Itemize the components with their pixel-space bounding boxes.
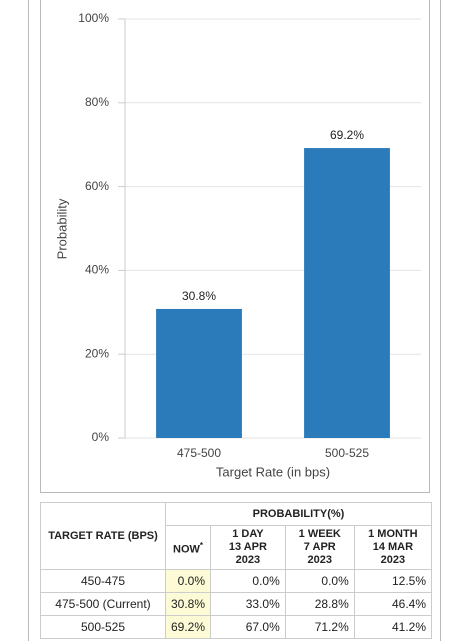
probability-cell: 33.0% (210, 592, 286, 616)
probability-cell: 71.2% (284, 615, 355, 639)
column-label: 1 DAY (232, 528, 264, 540)
y-tick-label: 20% (85, 346, 109, 360)
table-row: 475-500 (Current) 30.8% 33.0% 28.8% 46.4% (40, 592, 433, 616)
probability-cell: 67.0% (210, 615, 286, 639)
value-label: 30.8% (182, 289, 216, 303)
column-header: 1 DAY 13 APR 2023 (210, 525, 286, 570)
x-axis-label: Target Rate (in bps) (216, 464, 330, 479)
bar (156, 308, 242, 438)
table-row: 500-525 69.2% 67.0% 71.2% 41.2% (40, 615, 433, 639)
rate-header: TARGET RATE (BPS) (40, 502, 166, 570)
column-label: 1 WEEK (298, 528, 341, 540)
probability-cell: 0.0% (284, 569, 355, 593)
x-tick-label: 475-500 (177, 446, 221, 460)
probability-cell: 0.0% (210, 569, 286, 593)
probability-cell: 46.4% (353, 592, 433, 616)
rate-cell: 475-500 (Current) (40, 592, 166, 616)
column-header: 1 MONTH 14 MAR 2023 (353, 525, 433, 570)
column-header: NOW* (164, 525, 212, 570)
frame-line (28, 0, 29, 641)
column-date: 7 APR 2023 (303, 541, 336, 566)
table-row: 450-475 0.0% 0.0% 0.0% 12.5% (40, 569, 433, 593)
y-tick-label: 80% (85, 95, 109, 109)
value-label: 69.2% (330, 128, 364, 142)
probability-table: TARGET RATE (BPS) PROBABILITY(%) NOW* 1 D… (40, 502, 433, 639)
bar (304, 148, 390, 438)
x-tick-label: 500-525 (325, 446, 369, 460)
y-tick-label: 40% (85, 263, 109, 277)
probability-cell: 69.2% (164, 615, 212, 639)
probability-cell: 12.5% (353, 569, 433, 593)
y-tick-label: 100% (78, 11, 109, 25)
column-date: 13 APR 2023 (228, 541, 267, 566)
rate-cell: 450-475 (40, 569, 166, 593)
column-header: 1 WEEK 7 APR 2023 (284, 525, 355, 570)
y-tick-label: 60% (85, 179, 109, 193)
column-date: 14 MAR 2023 (372, 541, 414, 566)
frame-line (440, 0, 441, 641)
rate-cell: 500-525 (40, 615, 166, 639)
chart: Probability Target Rate (in bps) 0% 20% 40… (54, 11, 421, 479)
probability-cell: 0.0% (164, 569, 212, 593)
probability-cell: 30.8% (164, 592, 212, 616)
column-label: 1 MONTH (368, 528, 418, 540)
column-label: NOW (173, 543, 200, 556)
probability-cell: 41.2% (353, 615, 433, 639)
probability-cell: 28.8% (284, 592, 355, 616)
y-axis-label: Probability (54, 198, 69, 259)
y-tick-label: 0% (92, 430, 110, 444)
column-note: * (199, 540, 204, 550)
chart-box: Probability Target Rate (in bps) 0% 20% 40… (40, 0, 430, 493)
probability-header: PROBABILITY(%) (165, 502, 432, 526)
